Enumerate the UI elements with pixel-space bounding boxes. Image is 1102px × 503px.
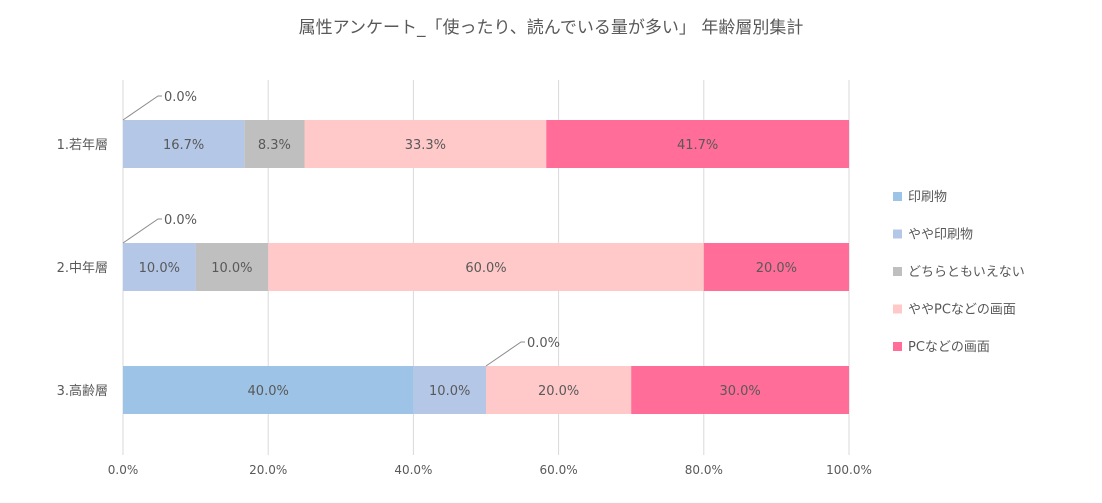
category-label: 3.高齢層 xyxy=(57,383,108,399)
data-label: 41.7% xyxy=(677,138,718,153)
data-label: 30.0% xyxy=(719,384,760,399)
bar-segment[interactable] xyxy=(703,243,849,291)
data-label: 20.0% xyxy=(756,261,797,276)
leader-line xyxy=(122,95,162,121)
data-label: 0.0% xyxy=(164,90,197,105)
legend-swatch xyxy=(893,342,902,351)
leader-line xyxy=(485,341,525,367)
leader-line xyxy=(122,218,162,244)
data-label: 60.0% xyxy=(465,261,506,276)
legend-swatch xyxy=(893,267,902,276)
bar-segment[interactable] xyxy=(546,120,849,168)
category-label: 1.若年層 xyxy=(57,137,108,153)
data-label: 10.0% xyxy=(139,261,180,276)
category-label: 2.中年層 xyxy=(57,261,108,276)
bar-segment[interactable] xyxy=(244,120,305,168)
legend-item[interactable]: 印刷物 xyxy=(893,190,947,205)
bar-segment[interactable] xyxy=(304,120,547,168)
axes: 0.0% 20.0% 40.0% 60.0% 80.0% 100.0% 1.若年層 2.中年層… xyxy=(57,137,872,477)
bar-segment[interactable] xyxy=(486,366,632,414)
x-tick-label: 80.0% xyxy=(685,463,723,477)
legend-item[interactable]: ややPCなどの画面 xyxy=(893,303,1016,318)
bar-segment[interactable] xyxy=(631,366,849,414)
x-tick-label: 0.0% xyxy=(108,463,139,477)
data-label: 0.0% xyxy=(527,336,560,351)
bar-segment[interactable] xyxy=(413,366,486,414)
legend-swatch xyxy=(893,192,902,201)
x-tick-label: 40.0% xyxy=(394,463,432,477)
bars xyxy=(123,120,849,414)
data-label: 0.0% xyxy=(164,213,197,228)
x-tick-label: 20.0% xyxy=(249,463,287,477)
legend-swatch xyxy=(893,229,902,239)
data-label: 10.0% xyxy=(429,384,470,399)
bar-segment[interactable] xyxy=(195,243,269,291)
bar-segment[interactable] xyxy=(123,120,245,168)
data-label: 20.0% xyxy=(538,384,579,399)
legend-label: やや印刷物 xyxy=(908,228,973,243)
bar-segment[interactable] xyxy=(123,243,196,291)
legend-label: どちらともいえない xyxy=(908,265,1025,280)
bar-segment[interactable] xyxy=(268,243,704,291)
legend-label: ややPCなどの画面 xyxy=(908,303,1016,318)
legend-swatch xyxy=(893,304,902,314)
data-label: 40.0% xyxy=(248,384,289,399)
x-tick-label: 100.0% xyxy=(826,463,872,477)
legend-label: PCなどの画面 xyxy=(908,340,990,355)
data-label: 33.3% xyxy=(405,138,446,153)
x-tick-label: 60.0% xyxy=(540,463,578,477)
bar-segment[interactable] xyxy=(123,366,414,414)
legend-item[interactable]: どちらともいえない xyxy=(893,265,1025,280)
legend-item[interactable]: PCなどの画面 xyxy=(893,340,990,355)
chart-title: 属性アンケート_「使ったり、読んでいる量が多い」 年齢層別集計 xyxy=(299,17,804,38)
data-label: 16.7% xyxy=(163,138,204,153)
data-label: 8.3% xyxy=(258,138,291,153)
legend-item[interactable]: やや印刷物 xyxy=(893,228,973,243)
data-label: 10.0% xyxy=(211,261,252,276)
legend-label: 印刷物 xyxy=(908,190,947,205)
data-labels: 16.7% 8.3% 33.3% 41.7% 0.0% 10.0% 10.0% 60.0% 20… xyxy=(122,90,797,399)
